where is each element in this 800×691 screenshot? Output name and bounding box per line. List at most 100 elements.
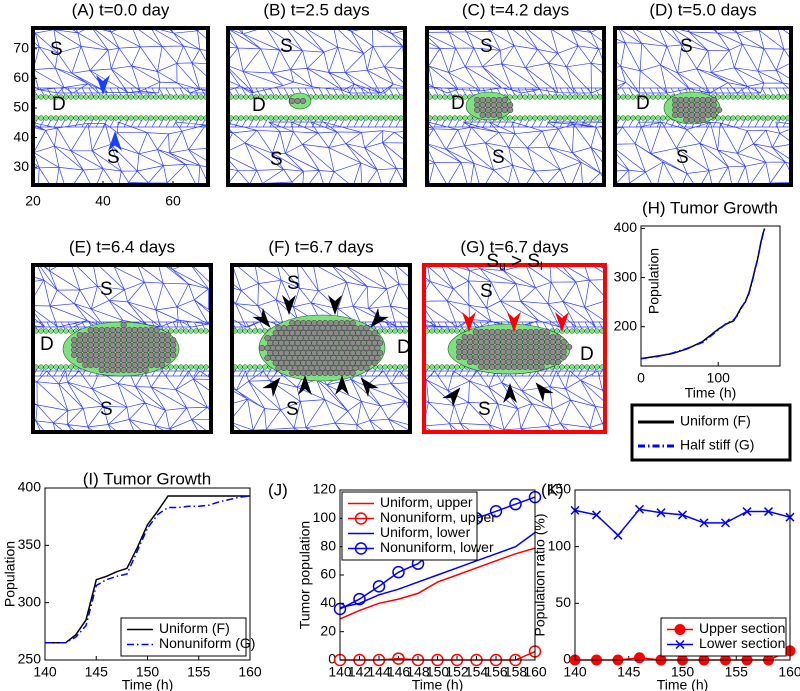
tumor-cell xyxy=(278,329,285,337)
y-axis-label: Population xyxy=(646,248,662,314)
membrane-cell xyxy=(594,328,600,334)
marker xyxy=(392,565,405,579)
membrane-cell xyxy=(288,115,294,121)
region-label: S xyxy=(280,36,293,57)
membrane-cell xyxy=(43,364,49,370)
membrane-cell xyxy=(183,328,189,334)
membrane-cell xyxy=(293,115,299,121)
marker xyxy=(613,530,623,540)
tumor-cell xyxy=(305,329,312,337)
membrane-cell xyxy=(363,115,369,121)
membrane-cell xyxy=(383,94,389,100)
membrane-cell xyxy=(584,328,590,334)
tumor-cell xyxy=(275,324,282,332)
membrane-cell xyxy=(527,94,533,100)
membrane-cell xyxy=(233,94,239,100)
tumor-cell xyxy=(126,366,133,374)
arrowhead xyxy=(282,295,296,315)
membrane-cell xyxy=(343,115,349,121)
y-tick-label: 30 xyxy=(13,158,29,174)
membrane-cell xyxy=(542,115,548,121)
tumor-cell xyxy=(272,359,279,367)
legend-box xyxy=(120,617,247,657)
tumor-cell xyxy=(327,329,334,337)
tumor-cell xyxy=(300,359,307,367)
marker xyxy=(354,512,368,525)
x-tick-label: 154 xyxy=(465,664,489,680)
arrowhead xyxy=(360,377,379,398)
membrane-cell xyxy=(313,94,319,100)
membrane-cell xyxy=(178,328,184,334)
chart-title: (H) Tumor Growth xyxy=(642,198,778,217)
tumor-cell xyxy=(338,339,345,347)
membrane-cell xyxy=(512,115,518,121)
arrowhead xyxy=(335,375,349,395)
tumor-cell xyxy=(322,319,329,327)
membrane-cell xyxy=(298,115,304,121)
tumor-cell xyxy=(311,369,318,377)
membrane-cell xyxy=(564,328,570,334)
tumor-cell xyxy=(267,349,274,357)
membrane-cell xyxy=(650,115,656,121)
tumor-cell xyxy=(291,324,299,332)
tumor-cell xyxy=(338,369,345,377)
tumor-cell xyxy=(368,354,376,362)
membrane-cell xyxy=(577,94,583,100)
membrane-cell xyxy=(333,94,339,100)
tumor-cell xyxy=(341,344,348,352)
tumor-cell xyxy=(333,359,340,367)
tumor-cell xyxy=(308,354,315,362)
membrane-cell xyxy=(462,115,468,121)
tumor-cell xyxy=(316,369,323,377)
tumor-cell xyxy=(294,359,301,367)
tumor-cell xyxy=(360,329,367,337)
tumor-cell xyxy=(319,324,326,332)
membrane-cell xyxy=(630,115,636,121)
membrane-cell xyxy=(547,115,553,121)
membrane-cell xyxy=(378,115,384,121)
tumor-cell xyxy=(302,344,310,352)
tumor-cell xyxy=(153,361,160,369)
membrane-cell xyxy=(630,94,636,100)
tumor-cell xyxy=(472,358,479,366)
membrane-cell xyxy=(143,115,149,121)
tumor-cell xyxy=(341,364,348,372)
tumor-cell xyxy=(324,334,332,342)
membrane-cell xyxy=(268,94,274,100)
x-axis-label: Time (h) xyxy=(685,385,737,401)
membrane-cell xyxy=(740,94,746,100)
membrane-cell xyxy=(38,94,44,100)
tumor-cell xyxy=(346,354,354,362)
membrane-cell xyxy=(313,115,319,121)
membrane-cell xyxy=(620,94,626,100)
membrane-cell xyxy=(43,328,49,334)
tumor-cell xyxy=(338,319,345,327)
tumor-cell xyxy=(308,344,315,352)
annotation-part: > S xyxy=(506,251,540,272)
tumor-cell xyxy=(360,339,367,347)
tumor-cell xyxy=(511,363,518,371)
tumor-cell xyxy=(461,353,468,361)
membrane-cell xyxy=(358,94,364,100)
tumor-cell xyxy=(71,351,78,359)
tumor-cell xyxy=(300,339,307,347)
membrane-cell xyxy=(467,115,473,121)
membrane-cell xyxy=(567,94,573,100)
x-tick-label: 40 xyxy=(95,193,111,209)
y-tick-label: 50 xyxy=(555,594,571,610)
region-label: S xyxy=(100,399,113,420)
y-tick-label: 70 xyxy=(13,39,29,55)
region-label: S xyxy=(680,36,693,57)
tumor-cell xyxy=(485,111,492,119)
membrane-cell xyxy=(594,364,600,370)
tumor-cell xyxy=(264,354,271,362)
tumor-cell xyxy=(456,353,463,361)
marker xyxy=(675,639,685,650)
membrane-cell xyxy=(43,115,49,121)
membrane-cell xyxy=(128,115,134,121)
tumor-cell xyxy=(366,339,373,347)
membrane-cell xyxy=(527,115,533,121)
membrane-cell xyxy=(373,115,379,121)
membrane-cell xyxy=(587,115,593,121)
y-tick-label: 50 xyxy=(13,99,29,115)
